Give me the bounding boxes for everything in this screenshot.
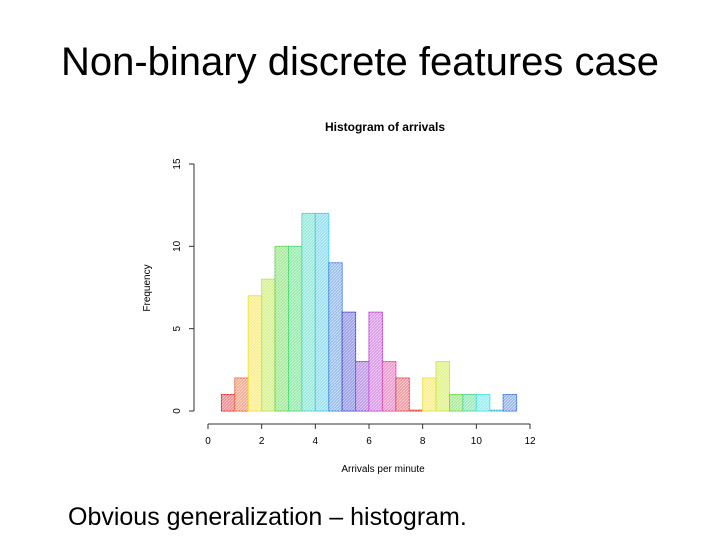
histogram-bar xyxy=(314,212,330,412)
chart-title: Histogram of arrivals xyxy=(325,120,445,134)
histogram-bar xyxy=(368,311,383,412)
histogram-bar xyxy=(422,377,437,412)
histogram-bar xyxy=(395,377,410,412)
histogram-bar xyxy=(489,409,504,412)
histogram-bar xyxy=(301,212,316,412)
y-tick-label: 15 xyxy=(172,158,183,170)
histogram-bar xyxy=(408,409,424,412)
histogram-bar xyxy=(502,394,518,412)
slide-title: Non-binary discrete features case xyxy=(60,40,660,84)
histogram-bar xyxy=(355,361,370,412)
histogram-bar xyxy=(449,394,464,412)
histogram-bar xyxy=(274,245,290,412)
x-tick-label: 10 xyxy=(471,436,483,447)
histogram-bar xyxy=(381,361,397,412)
histogram-bar xyxy=(247,295,263,412)
x-tick-label: 4 xyxy=(313,436,319,447)
histogram-bar xyxy=(234,377,249,412)
x-tick-label: 0 xyxy=(205,436,211,447)
bars-group xyxy=(220,212,518,412)
histogram-bar xyxy=(435,361,451,412)
histogram-bar xyxy=(220,394,236,412)
y-tick-label: 5 xyxy=(172,325,183,331)
x-tick-label: 12 xyxy=(524,436,536,447)
histogram-bar xyxy=(261,278,276,412)
histogram-bar xyxy=(341,311,357,412)
y-tick-label: 10 xyxy=(172,240,183,252)
x-axis-label: Arrivals per minute xyxy=(341,464,425,475)
y-tick-label: 0 xyxy=(172,408,183,414)
histogram-bar xyxy=(328,262,343,412)
y-axis-label: Frequency xyxy=(142,264,153,311)
histogram-bar xyxy=(475,394,491,412)
histogram-bar xyxy=(288,245,303,412)
axes-group: 0 2 4 6 8 10 12 0 5 10 15 xyxy=(172,158,536,447)
x-tick-label: 2 xyxy=(259,436,265,447)
histogram-bar xyxy=(462,394,477,412)
x-tick-label: 6 xyxy=(366,436,372,447)
x-tick-label: 8 xyxy=(420,436,426,447)
slide-caption: Obvious generalization – histogram. xyxy=(68,503,467,531)
